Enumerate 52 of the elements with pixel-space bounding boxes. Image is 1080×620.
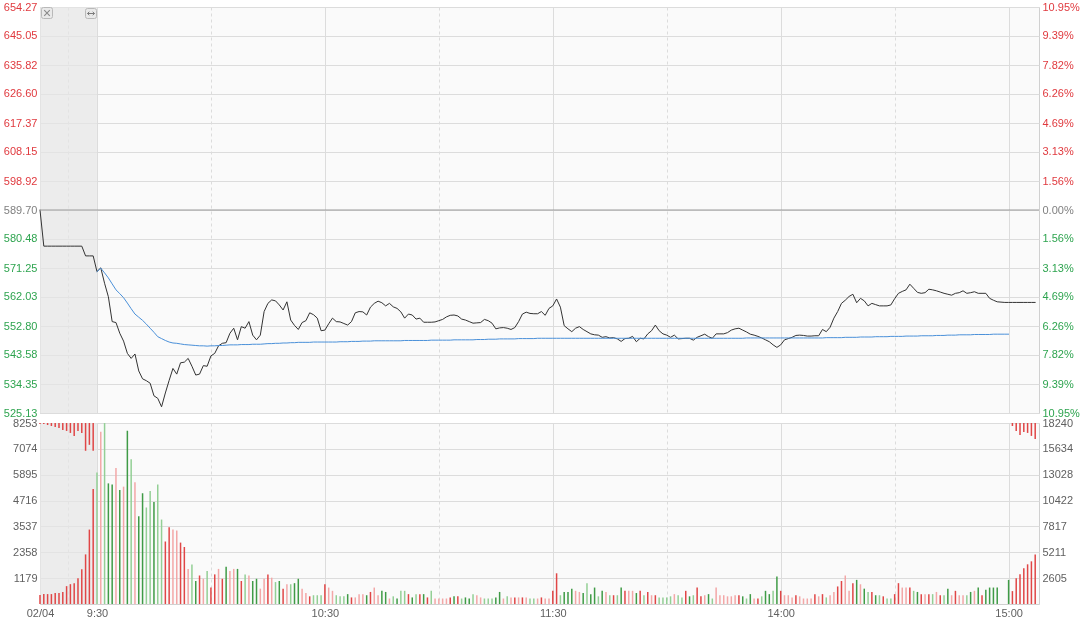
y2-tick-label: 7.82% (1042, 348, 1074, 361)
y-tick-label: 617.37 (3, 116, 38, 129)
y2-tick-label: 3.13% (1042, 261, 1074, 274)
y2-tick-label: 0.00% (1042, 203, 1074, 216)
y-tick-label: 2358 (13, 545, 38, 558)
y-tick-label: 635.82 (3, 58, 38, 71)
y2-tick-label: 13028 (1042, 468, 1074, 481)
x-tick-label: 11:30 (539, 606, 567, 619)
y-tick-label: 552.80 (3, 319, 38, 332)
y-tick-label: 645.05 (3, 29, 38, 42)
y2-tick-label: 1.56% (1042, 232, 1074, 245)
y2-tick-label: 3.13% (1042, 145, 1074, 158)
y2-tick-label: 4.69% (1042, 116, 1074, 129)
y2-tick-label: 10.95% (1042, 406, 1080, 419)
y-tick-label: 525.13 (3, 406, 38, 419)
y2-tick-label: 6.26% (1042, 319, 1074, 332)
y-tick-label: 580.48 (3, 232, 38, 245)
y-tick-label: 7074 (13, 442, 38, 455)
y-tick-label: 543.58 (3, 348, 38, 361)
y-tick-label: 5895 (13, 468, 38, 481)
y2-tick-label: 5211 (1042, 545, 1067, 558)
y-tick-label: 571.25 (3, 261, 38, 274)
y2-tick-label: 10.95% (1042, 0, 1080, 13)
y2-tick-label: 7.82% (1042, 58, 1074, 71)
y-tick-label: 8253 (13, 416, 38, 429)
x-tick-label: 10:30 (311, 606, 340, 619)
y-tick-label: 562.03 (3, 290, 38, 303)
y2-tick-label: 9.39% (1042, 29, 1074, 42)
y-tick-label: 4716 (13, 494, 38, 507)
line-series (39, 209, 1036, 408)
y2-tick-label: 1.56% (1042, 174, 1074, 187)
y-tick-label: 654.27 (3, 0, 38, 13)
y2-tick-label: 7817 (1042, 519, 1067, 532)
y-tick-label: 598.92 (3, 174, 38, 187)
y-tick-label: 1179 (13, 571, 38, 584)
x-tick-label: 15:00 (995, 606, 1023, 619)
y-tick-label: 608.15 (3, 145, 38, 158)
line-series (96, 267, 1010, 347)
x-tick-label: 14:00 (767, 606, 795, 619)
x-tick-label: 02/04 (26, 606, 55, 619)
y-tick-label: 626.60 (3, 87, 38, 100)
y2-tick-label: 6.26% (1042, 87, 1074, 100)
y2-tick-label: 2605 (1042, 571, 1067, 584)
y2-tick-label: 10422 (1042, 494, 1074, 507)
y-tick-label: 534.35 (3, 377, 38, 390)
y2-tick-label: 9.39% (1042, 377, 1074, 390)
y2-tick-label: 4.69% (1042, 290, 1074, 303)
y-tick-label: 589.70 (3, 203, 38, 216)
y2-tick-label: 15634 (1042, 442, 1074, 455)
x-tick-label: 9:30 (86, 606, 109, 619)
y-tick-label: 3537 (13, 519, 38, 532)
y2-tick-label: 18240 (1042, 416, 1074, 429)
